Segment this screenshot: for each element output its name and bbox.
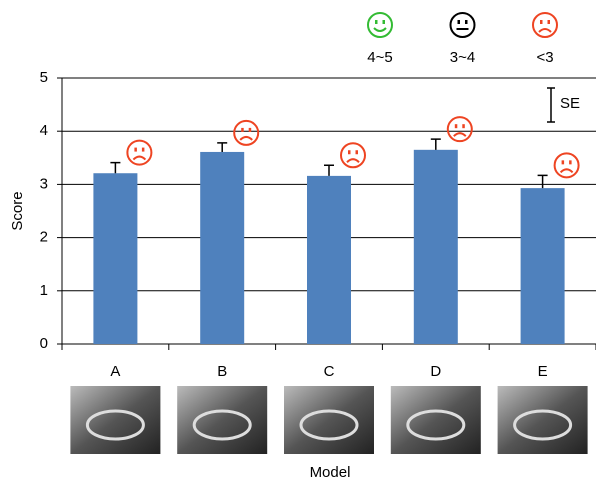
model-photo: [284, 386, 374, 454]
error-bar: [324, 164, 334, 176]
face-eye: [457, 20, 460, 24]
face-icon: [553, 152, 580, 179]
face-mouth: [538, 28, 552, 33]
face-mouth: [346, 158, 360, 163]
face-eye: [241, 127, 244, 132]
face-mouth: [453, 132, 467, 137]
face-eye: [465, 20, 468, 24]
y-tick-label: 5: [40, 69, 48, 86]
error-bar: [537, 174, 548, 189]
face-eye: [348, 150, 351, 155]
face-outline: [367, 12, 393, 38]
face-eye: [569, 160, 572, 165]
error-legend-label: SE: [560, 95, 580, 112]
face-eye: [375, 20, 378, 24]
x-tick-label: B: [217, 363, 227, 380]
face-eye: [561, 160, 565, 165]
bar: [413, 149, 458, 344]
y-tick-label: 2: [40, 229, 48, 246]
face-outline: [446, 116, 473, 143]
face-icon: [340, 142, 366, 169]
model-photo: [70, 386, 161, 454]
model-photo: [497, 386, 588, 454]
model-photo-detail: [85, 409, 145, 441]
face-outline: [233, 119, 260, 146]
face-icon: [449, 12, 476, 38]
error-legend-icon: [547, 87, 555, 123]
error-bar: [430, 138, 441, 150]
face-eye: [248, 127, 252, 132]
face-eye: [540, 20, 543, 24]
bar: [93, 173, 138, 344]
model-photo: [390, 386, 481, 454]
bar: [307, 175, 351, 344]
bar: [200, 151, 245, 344]
face-outline: [532, 12, 558, 38]
x-tick-label: D: [430, 363, 441, 380]
y-tick-label: 0: [40, 335, 48, 352]
legend-label: 3~4: [450, 49, 475, 66]
face-eye: [355, 150, 358, 155]
face-icon: [233, 119, 260, 146]
face-outline: [449, 12, 476, 38]
face-outline: [553, 152, 580, 179]
y-tick-label: 4: [40, 122, 48, 139]
y-tick-label: 3: [40, 175, 48, 192]
face-mouth: [239, 135, 253, 141]
model-photo-detail: [299, 409, 359, 441]
x-tick-label: C: [324, 363, 335, 380]
x-tick-label: E: [538, 363, 548, 380]
face-eye: [462, 124, 465, 129]
model-photo-detail: [513, 409, 573, 441]
x-tick-label: A: [110, 363, 120, 380]
face-icon: [367, 12, 393, 38]
legend-label: <3: [536, 49, 553, 66]
x-axis-label: Model: [310, 464, 351, 481]
face-eye: [134, 147, 137, 152]
y-tick-label: 1: [40, 282, 48, 299]
error-bar: [217, 142, 228, 152]
face-mouth: [559, 168, 574, 174]
face-eye: [141, 147, 145, 152]
face-eye: [382, 20, 385, 24]
model-photo-detail: [192, 409, 252, 441]
face-icon: [446, 116, 473, 143]
face-outline: [126, 139, 153, 166]
face-eye: [547, 20, 550, 24]
face-icon: [532, 12, 558, 38]
error-bar: [110, 161, 121, 174]
legend-label: 4~5: [367, 49, 392, 66]
face-mouth: [373, 27, 387, 32]
face-mouth: [132, 155, 147, 161]
bar: [520, 188, 565, 344]
y-axis-label: Score: [9, 191, 26, 230]
model-photo: [177, 386, 268, 454]
face-outline: [340, 142, 366, 169]
face-icon: [126, 139, 153, 166]
face-eye: [454, 124, 458, 129]
model-photo-detail: [406, 409, 466, 441]
